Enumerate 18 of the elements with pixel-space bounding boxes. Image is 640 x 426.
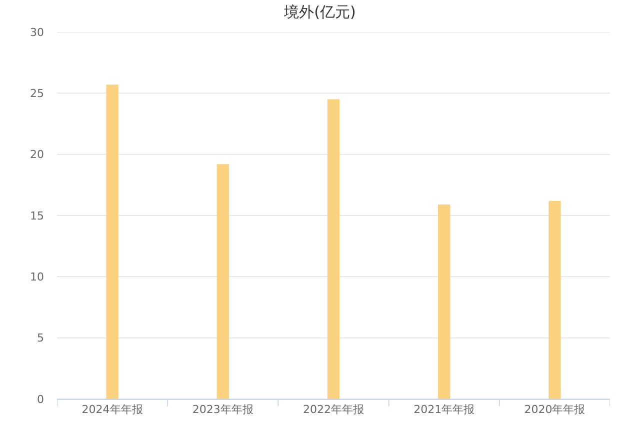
bar [106, 84, 118, 399]
x-tick-label: 2024年年报 [82, 403, 143, 416]
y-tick-label: 5 [37, 332, 44, 345]
y-tick-label: 20 [30, 148, 44, 162]
bar [438, 204, 450, 399]
x-tick-label: 2021年年报 [414, 403, 475, 416]
bar [216, 164, 229, 399]
y-tick-label: 30 [30, 26, 44, 39]
chart-title: 境外(亿元) [283, 2, 356, 21]
bar [327, 99, 340, 399]
x-tick-label: 2020年年报 [524, 403, 586, 416]
y-tick-label: 15 [30, 209, 44, 222]
y-tick-label: 0 [37, 392, 44, 406]
x-tick-label: 2023年年报 [192, 403, 254, 416]
bar [548, 200, 561, 399]
y-tick-label: 25 [30, 87, 44, 100]
x-tick-label: 2022年年报 [303, 403, 364, 416]
y-tick-label: 10 [30, 270, 44, 284]
